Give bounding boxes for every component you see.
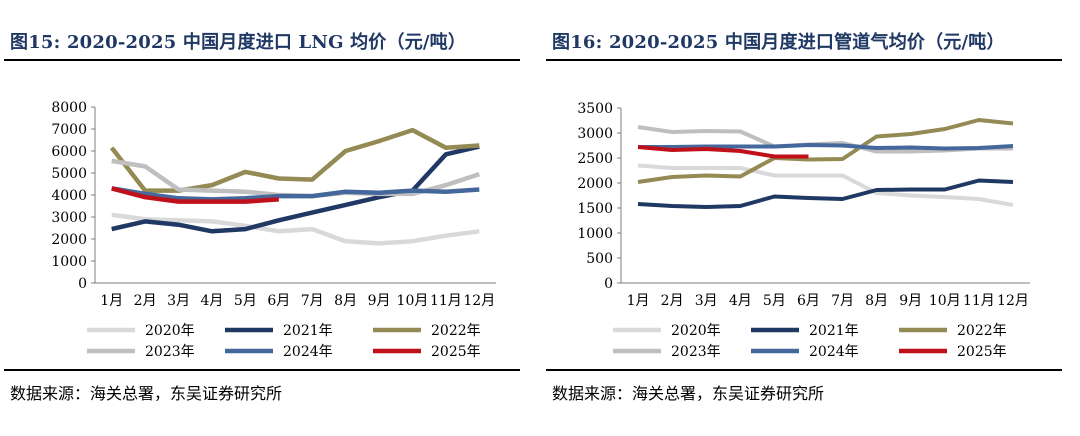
- y-tick-label: 2500: [577, 151, 613, 167]
- legend-item: 2020年: [87, 323, 195, 339]
- y-tick-label: 4000: [51, 188, 87, 204]
- x-tick-label: 4月: [200, 293, 223, 309]
- legend-item: 2021年: [751, 323, 859, 339]
- legend-label: 2024年: [283, 344, 333, 360]
- x-tick-label: 5月: [234, 293, 257, 309]
- y-tick-label: 8000: [51, 100, 87, 116]
- legend-label: 2021年: [283, 323, 333, 339]
- legend-item: 2024年: [225, 344, 333, 360]
- x-tick-label: 6月: [797, 293, 820, 309]
- legend-item: 2022年: [373, 323, 481, 339]
- legend-item: 2021年: [225, 323, 333, 339]
- y-tick-label: 7000: [51, 122, 87, 138]
- x-tick-label: 6月: [267, 293, 290, 309]
- legend-label: 2023年: [671, 344, 721, 360]
- figure-title: 图15: 2020-2025 中国月度进口 LNG 均价（元/吨）: [10, 32, 467, 53]
- y-tick-label: 3500: [577, 101, 613, 117]
- legend-label: 2022年: [431, 323, 481, 339]
- y-tick-label: 5000: [51, 166, 87, 182]
- figure-16-panel: 图16: 2020-2025 中国月度进口管道气均价（元/吨） 0 500 1000…: [546, 0, 1066, 436]
- series-line-2021: [637, 178, 1014, 209]
- source-rule: [546, 369, 1062, 371]
- y-tick-label: 0: [78, 276, 87, 292]
- y-tick-label: 3000: [51, 210, 87, 226]
- x-tick-label: 8月: [334, 293, 357, 309]
- x-tick-label: 11月: [430, 293, 462, 309]
- data-source-note: 数据来源：海关总署，东吴证券研究所: [552, 384, 825, 403]
- series-line-2020: [637, 163, 1014, 207]
- legend-item: 2025年: [373, 344, 481, 360]
- pipeline-gas-price-line-chart: 0 500 1000 1500 2000 2500 3000 3500 1月 2月 3月 4月 5月 6月…: [577, 101, 1030, 360]
- x-tick-label: 10月: [929, 293, 961, 309]
- series-line-2024: [111, 186, 480, 202]
- series-line-2021: [111, 144, 480, 234]
- x-tick-label: 3月: [695, 293, 718, 309]
- y-tick-label: 0: [604, 276, 613, 292]
- x-tick-label: 11月: [963, 293, 995, 309]
- x-tick-label: 5月: [763, 293, 786, 309]
- series-line-2022: [637, 118, 1014, 184]
- x-tick-label: 1月: [100, 293, 123, 309]
- x-tick-label: 10月: [397, 293, 429, 309]
- x-tick-label: 12月: [997, 293, 1029, 309]
- title-rule: [546, 59, 1062, 61]
- x-tick-label: 7月: [301, 293, 324, 309]
- legend-label: 2022年: [957, 323, 1007, 339]
- y-tick-label: 3000: [577, 126, 613, 142]
- legend-item: 2023年: [613, 344, 721, 360]
- legend-item: 2024年: [751, 344, 859, 360]
- legend-label: 2021年: [809, 323, 859, 339]
- series-line-2020: [111, 212, 480, 246]
- y-tick-label: 500: [586, 251, 613, 267]
- x-tick-label: 2月: [661, 293, 684, 309]
- source-rule: [4, 369, 520, 371]
- title-rule: [4, 59, 520, 61]
- x-tick-label: 3月: [167, 293, 190, 309]
- series-line-2022: [109, 127, 480, 193]
- legend-label: 2023年: [145, 344, 195, 360]
- series-line-2024: [638, 143, 1014, 151]
- x-tick-label: 9月: [899, 293, 922, 309]
- y-tick-label: 2000: [577, 176, 613, 192]
- lng-price-line-chart: 0 1000 2000 3000 4000 5000 6000 7000 8000 1月 2月 3月 4…: [51, 100, 496, 360]
- y-tick-label: 2000: [51, 232, 87, 248]
- x-tick-label: 4月: [729, 293, 752, 309]
- x-tick-label: 2月: [134, 293, 157, 309]
- x-tick-label: 8月: [865, 293, 888, 309]
- data-source-note: 数据来源：海关总署，东吴证券研究所: [10, 384, 283, 403]
- legend-label: 2025年: [431, 344, 481, 360]
- x-tick-label: 1月: [627, 293, 650, 309]
- figure-title: 图16: 2020-2025 中国月度进口管道气均价（元/吨）: [552, 32, 1005, 53]
- y-tick-label: 1000: [577, 226, 613, 242]
- y-tick-label: 1000: [51, 254, 87, 270]
- legend-label: 2020年: [145, 323, 195, 339]
- y-tick-label: 6000: [51, 144, 87, 160]
- x-tick-label: 9月: [368, 293, 391, 309]
- legend-item: 2023年: [87, 344, 195, 360]
- legend-item: 2020年: [613, 323, 721, 339]
- y-tick-label: 1500: [577, 201, 613, 217]
- figure-15-panel: 图15: 2020-2025 中国月度进口 LNG 均价（元/吨） 0 1000 2…: [4, 0, 524, 436]
- legend-label: 2024年: [809, 344, 859, 360]
- legend-label: 2025年: [957, 344, 1007, 360]
- legend-label: 2020年: [671, 323, 721, 339]
- series-line-2025: [637, 145, 809, 159]
- legend-item: 2025年: [899, 344, 1007, 360]
- legend-item: 2022年: [899, 323, 1007, 339]
- x-tick-label: 7月: [831, 293, 854, 309]
- series-line-2025: [111, 186, 279, 204]
- x-tick-label: 12月: [463, 293, 495, 309]
